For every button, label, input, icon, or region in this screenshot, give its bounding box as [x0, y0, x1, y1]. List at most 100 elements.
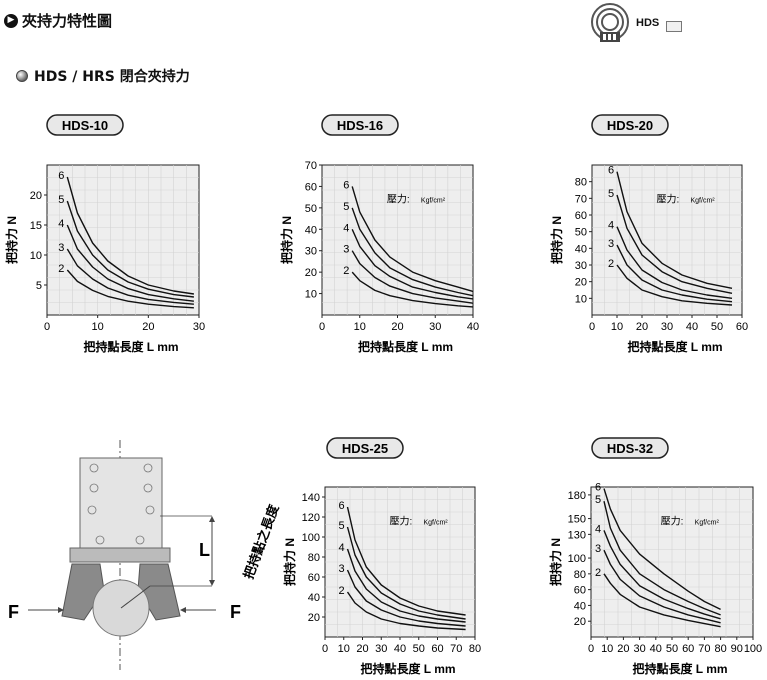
bullet-circle-icon	[16, 70, 28, 82]
y-tick-label: 130	[568, 529, 586, 541]
chart-title: HDS-20	[607, 118, 653, 133]
y-axis-label: 把持力 N	[282, 538, 297, 586]
x-tick-label: 80	[469, 643, 481, 655]
series-line-4	[346, 548, 466, 623]
x-tick-label: 20	[617, 643, 629, 655]
y-tick-label: 40	[574, 600, 586, 612]
x-tick-label: 10	[601, 643, 613, 655]
x-tick-label: 50	[666, 643, 678, 655]
series-label-3: 3	[339, 563, 345, 575]
force-left-label: F	[8, 602, 19, 622]
y-tick-label: 40	[575, 243, 587, 255]
series-label-5: 5	[608, 188, 614, 200]
x-tick-label: 100	[744, 643, 762, 655]
x-tick-label: 50	[413, 643, 425, 655]
series-line-3	[616, 244, 733, 303]
length-caption: 把持點之長度	[241, 502, 280, 581]
y-tick-label: 60	[575, 210, 587, 222]
series-line-4	[66, 224, 194, 302]
y-tick-label: 10	[305, 289, 317, 301]
chart-title-pill	[46, 114, 124, 136]
y-tick-label: 60	[305, 181, 317, 193]
x-tick-label: 0	[322, 643, 328, 655]
y-tick-label: 10	[30, 250, 42, 262]
series-line-2	[351, 271, 474, 308]
series-label-4: 4	[58, 218, 64, 230]
force-right-label: F	[230, 602, 241, 622]
y-tick-label: 20	[30, 190, 42, 202]
y-tick-label: 70	[305, 160, 317, 172]
y-tick-label: 50	[305, 203, 317, 215]
chart-title: HDS-25	[342, 441, 388, 456]
series-label-3: 3	[58, 242, 64, 254]
x-tick-label: 20	[391, 321, 403, 333]
y-tick-label: 20	[574, 616, 586, 628]
series-line-6	[351, 186, 474, 293]
y-tick-label: 20	[305, 267, 317, 279]
series-line-3	[351, 250, 474, 304]
series-label-5: 5	[343, 201, 349, 213]
y-tick-label: 70	[575, 193, 587, 205]
pressure-unit: Kgf/cm²	[421, 198, 446, 205]
series-label-3: 3	[343, 244, 349, 256]
x-axis-label: 把持點長度 L mm	[83, 339, 178, 354]
y-tick-label: 80	[575, 177, 587, 189]
y-tick-label: 50	[575, 227, 587, 239]
series-label-5: 5	[595, 494, 601, 506]
series-line-6	[616, 171, 733, 289]
x-tick-label: 80	[714, 643, 726, 655]
x-tick-label: 10	[354, 321, 366, 333]
y-tick-label: 15	[30, 220, 42, 232]
series-label-3: 3	[595, 543, 601, 555]
chart-title-pill	[321, 114, 399, 136]
series-line-3	[66, 248, 194, 305]
y-tick-label: 60	[574, 585, 586, 597]
series-label-4: 4	[595, 523, 601, 535]
series-line-2	[603, 573, 721, 628]
y-tick-label: 100	[568, 553, 586, 565]
chart-title: HDS-10	[62, 118, 108, 133]
y-tick-label: 40	[308, 592, 320, 604]
pressure-unit: Kgf/cm²	[424, 520, 449, 527]
chart-title-pill	[591, 114, 669, 136]
pressure-label: 壓力:	[390, 515, 413, 528]
pressure-label: 壓力:	[661, 515, 684, 528]
series-label-2: 2	[608, 258, 614, 270]
chart-title: HDS-32	[607, 441, 653, 456]
series-line-2	[346, 591, 466, 631]
series-label-6: 6	[595, 482, 601, 494]
series-label-4: 4	[343, 222, 349, 234]
series-line-4	[351, 229, 474, 300]
x-axis-label: 把持點長度 L mm	[627, 339, 722, 354]
x-tick-label: 20	[356, 643, 368, 655]
x-tick-label: 30	[375, 643, 387, 655]
series-label-4: 4	[608, 220, 614, 232]
y-tick-label: 30	[305, 246, 317, 258]
page-title: 夾持力特性圖	[22, 12, 113, 30]
chart-title-pill	[591, 437, 669, 459]
section-title: HDS / HRS 閉合夾持力	[34, 69, 190, 85]
series-line-4	[616, 226, 733, 299]
series-line-5	[351, 207, 474, 297]
y-axis-label: 把持力 N	[4, 216, 19, 264]
y-tick-label: 120	[302, 512, 320, 524]
y-tick-label: 150	[568, 514, 586, 526]
x-tick-label: 10	[92, 321, 104, 333]
x-axis-label: 把持點長度 L mm	[632, 661, 727, 676]
series-label-6: 6	[608, 165, 614, 177]
series-label-2: 2	[595, 567, 601, 579]
gripper-diagram: F F L 把持點之長度	[8, 440, 280, 670]
y-tick-label: 40	[305, 224, 317, 236]
y-tick-label: 100	[302, 532, 320, 544]
series-line-3	[346, 569, 466, 627]
y-tick-label: 180	[568, 490, 586, 502]
x-tick-label: 20	[142, 321, 154, 333]
y-tick-label: 30	[575, 260, 587, 272]
x-tick-label: 0	[319, 321, 325, 333]
pressure-unit: Kgf/cm²	[695, 520, 720, 527]
x-tick-label: 40	[686, 321, 698, 333]
y-axis-label: 把持力 N	[549, 216, 564, 264]
model-tag: HDS	[636, 17, 660, 29]
x-tick-label: 10	[611, 321, 623, 333]
